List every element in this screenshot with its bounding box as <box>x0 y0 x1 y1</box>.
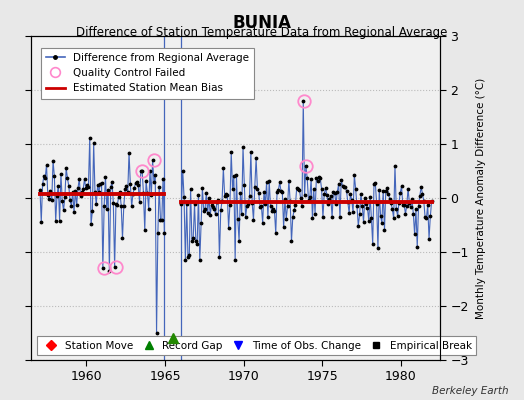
Legend: Station Move, Record Gap, Time of Obs. Change, Empirical Break: Station Move, Record Gap, Time of Obs. C… <box>37 336 476 355</box>
Text: Difference of Station Temperature Data from Regional Average: Difference of Station Temperature Data f… <box>77 26 447 39</box>
Text: BUNIA: BUNIA <box>233 14 291 32</box>
Y-axis label: Monthly Temperature Anomaly Difference (°C): Monthly Temperature Anomaly Difference (… <box>476 77 486 319</box>
Text: Berkeley Earth: Berkeley Earth <box>432 386 508 396</box>
